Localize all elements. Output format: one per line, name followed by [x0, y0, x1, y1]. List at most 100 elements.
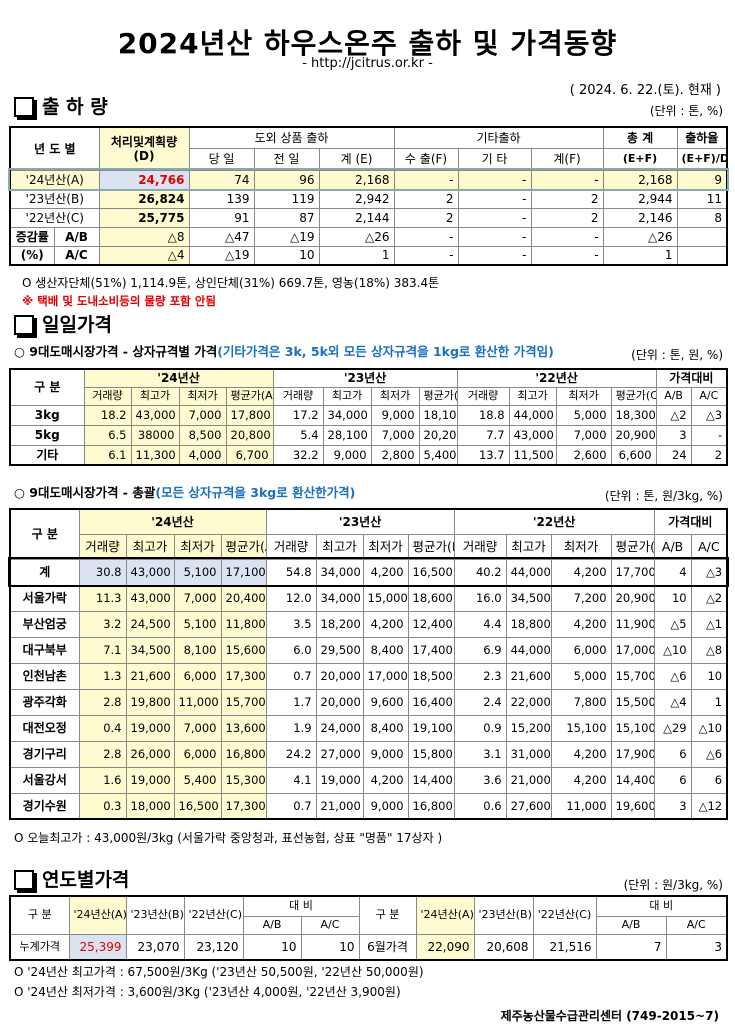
table-cell: 2.4	[453, 688, 507, 716]
table-cell: 22,000	[505, 688, 552, 716]
header-plan: 처리및계획량 (D)	[98, 126, 190, 171]
row-label: 인천남촌	[9, 662, 80, 690]
table-cell: 7,200	[550, 584, 612, 612]
table-row: (%) A/C △4 △19 10 1- - -1	[9, 245, 728, 266]
table-cell: '22년산(C)	[532, 895, 597, 935]
table-cell: 구 분	[9, 895, 70, 935]
table-cell: △29	[653, 714, 692, 742]
table-cell: 20,900	[610, 424, 657, 446]
row-label: 서울강서	[9, 766, 80, 794]
header-row: 구 분 '24년산 '23년산 '22년산 가격대비	[9, 508, 728, 560]
table-cell: 거래량	[83, 386, 132, 406]
table-cell: △19	[253, 226, 320, 247]
table-cell: A/C	[300, 915, 360, 935]
table-row: 서울가락 11.3 43,000 7,000 20,400 12.0 34,000 15,00…	[9, 584, 728, 612]
table-cell: 24,000	[315, 714, 364, 742]
table-cell: 18,000	[125, 792, 175, 820]
table-cell: 6	[690, 766, 728, 794]
table-cell: 139	[188, 188, 255, 209]
table-cell: A/B	[655, 386, 692, 406]
table-cell: 20,000	[315, 688, 364, 716]
table-cell: 16,800	[220, 740, 267, 768]
today-max-note: O 오늘최고가 : 43,000원/3kg (서울가락 중앙청과, 표선농협, …	[14, 831, 443, 845]
table-cell: △10	[690, 714, 728, 742]
checkbox-square-icon	[14, 870, 34, 890]
table-cell: △1	[690, 610, 728, 638]
row-label: '24년산(A)	[9, 169, 100, 190]
header-prev: 전 일	[253, 147, 320, 171]
table-cell: 15,700	[220, 688, 267, 716]
table-cell: 4.4	[453, 610, 507, 638]
section-title: 일일가격	[42, 314, 112, 336]
table-cell: 2	[530, 207, 604, 228]
table-cell: 11,300	[130, 444, 180, 466]
table-cell: 2,800	[370, 444, 420, 466]
table-cell: 6	[653, 766, 692, 794]
table-cell: -	[530, 245, 604, 266]
table-cell: 17.2	[272, 404, 324, 426]
title-note: (모든 상자규격을 3kg로 환산한가격)	[155, 485, 356, 500]
table-cell: 9,000	[370, 404, 420, 426]
table-cell: 가격대비	[655, 368, 728, 388]
table-cell: 최고가	[315, 533, 364, 560]
table-cell: 6.9	[453, 636, 507, 664]
table-cell: 29,500	[315, 636, 364, 664]
table-row: 누계가격 25,399 23,070 23,120 10 10 6월가격 22,090 20,6…	[9, 933, 728, 961]
table-cell: 대 비	[595, 895, 728, 917]
table-cell: 평균가(A)	[220, 533, 267, 560]
table-cell: -	[457, 169, 532, 190]
table-cell: A/B	[595, 915, 667, 935]
table-cell: 18,300	[610, 404, 657, 426]
header-group: 구 분	[9, 508, 80, 560]
table-cell: 1.7	[265, 688, 317, 716]
table-cell: 0.6	[453, 792, 507, 820]
table-cell: 24,766	[98, 169, 190, 190]
table-cell: 평균가(A)	[225, 386, 274, 406]
table-cell: 평균가(C)	[610, 386, 657, 406]
row-label: 광주각화	[9, 688, 80, 716]
shipment-unit: (단위 : 톤, %)	[649, 104, 723, 118]
table-cell: '24년산(A)	[415, 895, 475, 935]
table-cell: 20,200	[418, 424, 458, 446]
table-cell: 19,000	[125, 714, 175, 742]
checkbox-square-icon	[14, 315, 34, 335]
table-cell: 최고가	[322, 386, 372, 406]
section-title: 연도별가격	[42, 869, 130, 891]
table-cell: 18,600	[407, 584, 455, 612]
table-cell: △19	[188, 245, 255, 266]
table-cell: 2,144	[318, 207, 395, 228]
table-cell: 11	[676, 188, 728, 209]
table-cell: 43,000	[130, 404, 180, 426]
table-cell: 거래량	[265, 533, 317, 560]
table-cell: 6,000	[173, 662, 222, 690]
table-cell: -	[457, 245, 532, 266]
table-cell: 27,000	[315, 740, 364, 768]
table-cell: 19,000	[125, 766, 175, 794]
table-cell: 87	[253, 207, 320, 228]
table-cell: 최고가	[505, 533, 552, 560]
table-cell: 14,400	[610, 766, 655, 794]
table-cell: -	[457, 226, 532, 247]
total-unit: (단위 : 톤, 원/3kg, %)	[604, 489, 723, 503]
table-cell: 21,600	[125, 662, 175, 690]
table-cell: 4,200	[550, 740, 612, 768]
table-cell: -	[393, 245, 459, 266]
table-cell: 7,000	[178, 404, 227, 426]
table-cell: 10	[653, 584, 692, 612]
table-cell: 최저가	[178, 386, 227, 406]
table-cell: '22년산	[456, 368, 657, 388]
shipment-warning: ※ 택배 및 도내소비등의 물량 포함 안됨	[22, 294, 216, 308]
row-label: 증감률	[9, 226, 55, 247]
table-cell: 17,100	[220, 558, 267, 586]
row-label: 3kg	[9, 404, 85, 426]
table-cell: 5,000	[555, 404, 612, 426]
table-cell: 13,600	[220, 714, 267, 742]
table-cell: 6.1	[83, 444, 132, 466]
table-cell: 9,000	[322, 444, 372, 466]
row-label: 경기수원	[9, 792, 80, 820]
section-daily-heading: 일일가격	[14, 314, 112, 336]
table-cell: 15,500	[610, 688, 655, 716]
table-cell: 74	[188, 169, 255, 190]
table-cell: 2,600	[555, 444, 612, 466]
yearly-unit: (단위 : 원/3kg, %)	[623, 878, 723, 892]
